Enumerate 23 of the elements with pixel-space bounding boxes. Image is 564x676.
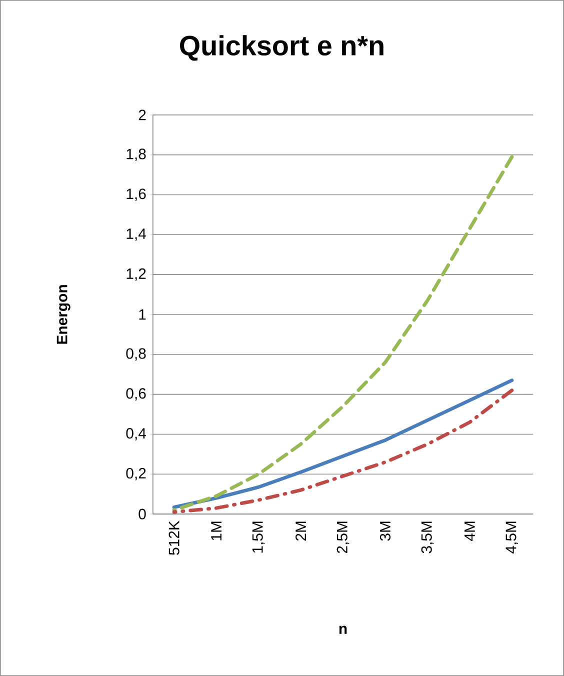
y-tick-label: 2 xyxy=(138,110,146,120)
x-tick-label: 4,5M xyxy=(506,522,518,554)
y-tick-label: 1,8 xyxy=(126,148,146,162)
x-tick-label: 3,5M xyxy=(421,522,434,554)
x-axis-title: n xyxy=(339,626,347,634)
y-axis-title: Energon xyxy=(56,285,70,344)
x-tick-label: 3M xyxy=(380,522,391,541)
y-tick-label: 0 xyxy=(138,508,146,520)
y-tick-label: 1,4 xyxy=(126,228,146,241)
y-tick-label: 1,2 xyxy=(126,268,146,281)
y-tick-label: 0,8 xyxy=(126,348,146,361)
x-tick-label: 4M xyxy=(464,522,475,541)
y-tick-label: 0,6 xyxy=(126,388,146,400)
chart-title: Quicksort e n*n xyxy=(180,35,384,61)
y-tick-label: 0,2 xyxy=(126,468,146,480)
x-tick-label: 1M xyxy=(211,522,222,540)
y-tick-label: 1 xyxy=(139,309,146,320)
x-tick-label: 2M xyxy=(296,522,306,541)
y-tick-label: 1,6 xyxy=(126,188,146,201)
y-tick-label: 0,4 xyxy=(126,428,146,440)
x-tick-label: 1,5M xyxy=(252,522,265,553)
x-tick-label: 512K xyxy=(168,520,180,555)
x-tick-label: 2,5M xyxy=(336,522,350,554)
